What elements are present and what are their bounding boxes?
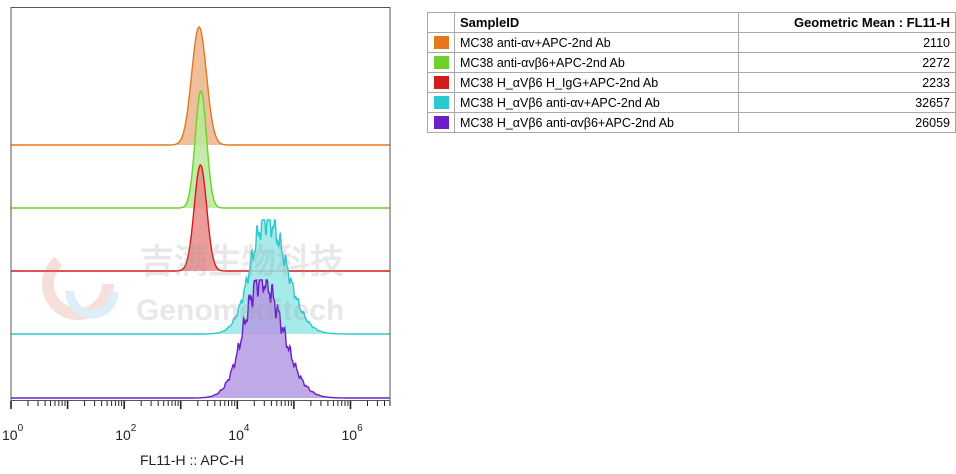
histogram-line	[11, 279, 390, 399]
watermark-logo	[42, 248, 114, 320]
histogram-area	[11, 91, 390, 208]
x-axis-ticks	[10, 401, 391, 409]
histogram-area	[11, 220, 390, 334]
histogram-line	[11, 219, 390, 335]
geomean-header: Geometric Mean : FL11-H	[738, 12, 956, 33]
x-tick-label: 104	[228, 423, 250, 443]
color-swatch	[433, 56, 449, 69]
histogram-area	[11, 280, 390, 398]
table-header-row: SampleID Geometric Mean : FL11-H	[427, 12, 956, 33]
watermark-en-text: Genomeditech	[136, 294, 344, 327]
geo-mean-cell: 26059	[738, 112, 956, 133]
x-axis-tick-labels: 100 102 104 106	[2, 423, 363, 443]
geo-mean-cell: 2233	[738, 72, 956, 93]
table-row: MC38 anti-αvβ6+APC-2nd Ab 2272	[427, 52, 956, 73]
histogram-svg: 吉满生物科技 Genomeditech 100 102 104 106	[2, 7, 391, 443]
plot-frame	[10, 7, 391, 401]
watermark-logo-inner	[65, 265, 119, 319]
sample-id-cell: MC38 H_αVβ6 anti-αv+APC-2nd Ab	[454, 92, 739, 113]
histogram-line	[11, 164, 390, 272]
x-tick-label: 100	[2, 423, 24, 443]
x-tick-label: 106	[342, 423, 364, 443]
color-swatch	[433, 116, 449, 129]
histogram-series	[11, 90, 390, 209]
geo-mean-cell: 32657	[738, 92, 956, 113]
sample-id-cell: MC38 anti-αv+APC-2nd Ab	[454, 32, 739, 53]
histogram-line	[11, 90, 390, 209]
table-row: MC38 anti-αv+APC-2nd Ab 2110	[427, 32, 956, 53]
geo-mean-cell: 2272	[738, 52, 956, 73]
histogram-series	[11, 26, 390, 146]
sample-id-cell: MC38 H_αVβ6 H_IgG+APC-2nd Ab	[454, 72, 739, 93]
watermark: 吉满生物科技 Genomeditech	[42, 242, 344, 327]
histogram-series	[11, 219, 390, 335]
color-swatch	[433, 96, 449, 109]
watermark-cn-text: 吉满生物科技	[140, 242, 344, 282]
histogram-area	[11, 27, 390, 146]
histogram-series	[11, 164, 390, 272]
table-row: MC38 H_αVβ6 anti-αv+APC-2nd Ab 32657	[427, 92, 956, 113]
swatch-header	[427, 12, 455, 33]
table-row: MC38 H_αVβ6 H_IgG+APC-2nd Ab 2233	[427, 72, 956, 93]
color-swatch	[433, 36, 449, 49]
sample-id-cell: MC38 H_αVβ6 anti-αvβ6+APC-2nd Ab	[454, 112, 739, 133]
sampleid-header: SampleID	[454, 12, 739, 33]
table-row: MC38 H_αVβ6 anti-αvβ6+APC-2nd Ab 26059	[427, 112, 956, 133]
x-axis-label: FL11-H :: APC-H	[140, 452, 244, 468]
geo-mean-cell: 2110	[738, 32, 956, 53]
histogram-chart: 吉满生物科技 Genomeditech 100 102 104 106 FL11-H …	[0, 0, 420, 474]
sample-stats-table: SampleID Geometric Mean : FL11-H MC38 an…	[427, 12, 956, 133]
histogram-series	[11, 279, 390, 399]
x-tick-label: 102	[115, 423, 137, 443]
histogram-line	[11, 26, 390, 146]
histogram-area	[11, 165, 390, 271]
color-swatch	[433, 76, 449, 89]
histogram-curves	[11, 26, 390, 399]
sample-id-cell: MC38 anti-αvβ6+APC-2nd Ab	[454, 52, 739, 73]
